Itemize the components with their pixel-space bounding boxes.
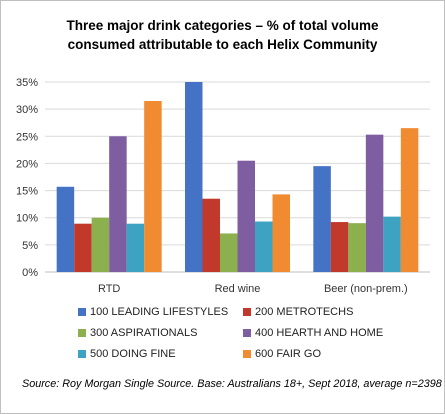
- legend-label: 200 METROTECHS: [255, 306, 354, 318]
- bar: [126, 223, 145, 272]
- y-tick-label: 5%: [22, 240, 38, 252]
- y-tick-label: 30%: [16, 104, 38, 116]
- legend-swatch: [243, 329, 251, 337]
- legend-item: 100 LEADING LIFESTYLES: [78, 306, 228, 318]
- bar: [202, 198, 220, 272]
- legend-item: 500 DOING FINE: [78, 348, 176, 360]
- y-tick-label: 10%: [16, 213, 38, 225]
- x-tick-label: RTD: [98, 283, 120, 295]
- source-note: Source: Roy Morgan Single Source. Base: …: [22, 378, 442, 390]
- legend-swatch: [78, 329, 86, 337]
- legend-label: 600 FAIR GO: [255, 348, 322, 360]
- x-tick-label: Red wine: [215, 283, 261, 295]
- y-tick-label: 15%: [16, 186, 38, 198]
- chart-title-line-2: consumed attributable to each Helix Comm…: [67, 37, 378, 52]
- y-tick-label: 35%: [16, 77, 38, 89]
- legend-label: 400 HEARTH AND HOME: [255, 327, 384, 339]
- legend-label: 500 DOING FINE: [90, 348, 176, 360]
- x-tick-label: Beer (non-prem.): [324, 283, 408, 295]
- legend-swatch: [78, 308, 86, 316]
- bar: [220, 233, 238, 272]
- legend-label: 300 ASPIRATIONALS: [90, 327, 198, 339]
- bar: [91, 217, 110, 272]
- legend-swatch: [243, 350, 251, 358]
- bar: [255, 221, 273, 272]
- bar: [365, 134, 384, 272]
- chart-title-line-1: Three major drink categories – % of tota…: [66, 18, 379, 33]
- bar: [237, 160, 255, 272]
- chart-title: Three major drink categories – % of tota…: [0, 16, 445, 54]
- legend-item: 400 HEARTH AND HOME: [243, 327, 383, 339]
- bar: [185, 82, 203, 272]
- bar: [144, 101, 162, 272]
- legend-label: 100 LEADING LIFESTYLES: [90, 306, 229, 318]
- y-tick-label: 20%: [16, 158, 38, 170]
- legend-swatch: [78, 350, 86, 358]
- legend-item: 600 FAIR GO: [243, 348, 321, 360]
- bar: [348, 223, 366, 272]
- bar: [56, 186, 75, 272]
- bar: [109, 136, 127, 272]
- legend-item: 300 ASPIRATIONALS: [78, 327, 197, 339]
- legend-swatch: [243, 308, 251, 316]
- y-tick-label: 0%: [22, 267, 38, 279]
- legend-item: 200 METROTECHS: [243, 306, 353, 318]
- bar: [400, 128, 419, 272]
- bar: [330, 222, 349, 272]
- y-tick-label: 25%: [16, 131, 38, 143]
- bar: [313, 166, 331, 272]
- bar: [272, 194, 290, 272]
- bar: [383, 216, 401, 272]
- bar: [74, 223, 92, 272]
